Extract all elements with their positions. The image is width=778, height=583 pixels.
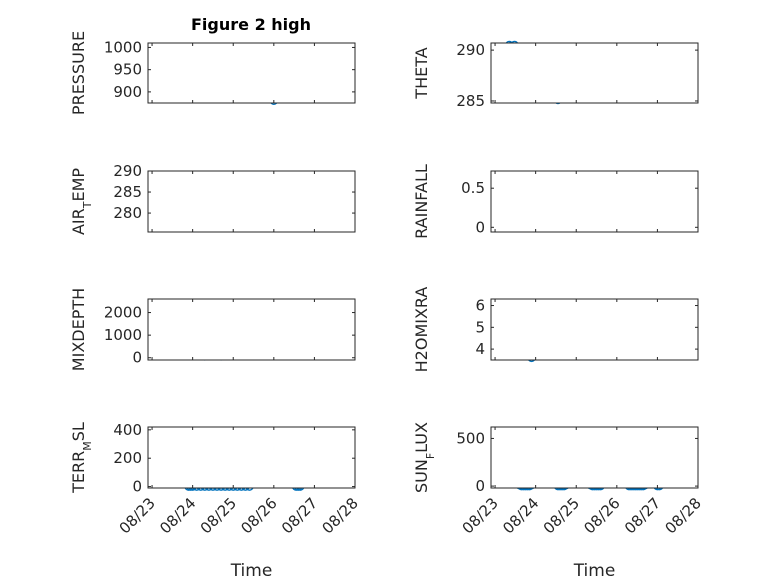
x-axis-label: Time <box>230 561 273 581</box>
axes-box <box>147 298 356 361</box>
y-tick-label: 500 <box>456 429 485 447</box>
y-tick-label: 285 <box>456 92 485 110</box>
y-tick-label: 900 <box>113 83 142 101</box>
y-tick-label: 400 <box>113 421 142 439</box>
y-tick-label: 0 <box>132 478 142 496</box>
figure-title: Figure 2 high <box>191 15 311 34</box>
subplot-h2omixra: 4 5 6 H2OMIXRA <box>412 287 699 373</box>
y-axis-label: THETA <box>412 47 431 99</box>
y-axis-label: MIXDEPTH <box>69 288 88 371</box>
y-tick-label: 0 <box>475 477 485 495</box>
y-tick-label: 290 <box>456 41 485 59</box>
subplot-pressure: 900 950 1000 PRESSURE <box>69 31 356 115</box>
y-tick-label: 2000 <box>104 304 142 322</box>
y-tick-label: 4 <box>475 340 485 358</box>
subplot-air-temp: 280 285 290 AIRTEMP <box>69 162 356 235</box>
axes-box <box>147 42 356 104</box>
y-tick-label: 290 <box>113 162 142 180</box>
y-tick-label: 0.5 <box>461 179 485 197</box>
y-axis-label: TERRMSL <box>69 422 94 494</box>
subplot-theta: 285 290 THETA <box>412 40 699 110</box>
axes-box <box>490 426 699 489</box>
y-tick-label: 200 <box>113 449 142 467</box>
y-tick-label: 6 <box>475 297 485 315</box>
axes-box <box>490 42 699 104</box>
y-axis-label: SUNFLUX <box>412 422 437 493</box>
y-axis-label: AIRTEMP <box>69 168 94 235</box>
y-tick-label: 1000 <box>104 326 142 344</box>
y-tick-label: 285 <box>113 183 142 201</box>
y-tick-label: 1000 <box>104 38 142 56</box>
y-tick-label: 0 <box>475 218 485 236</box>
axes-box <box>490 298 699 361</box>
axes-box <box>490 170 699 233</box>
y-tick-label: 0 <box>132 349 142 367</box>
axes-box <box>147 426 356 489</box>
subplot-mixdepth: 0 1000 2000 MIXDEPTH <box>69 288 356 371</box>
y-tick-label: 5 <box>475 318 485 336</box>
x-axis-label: Time <box>573 561 616 581</box>
axes-box <box>147 170 356 233</box>
y-tick-label: 280 <box>113 204 142 222</box>
subplot-rainfall: 0 0.5 RAINFALL <box>412 164 699 239</box>
y-axis-label: RAINFALL <box>412 164 431 239</box>
y-axis-label: H2OMIXRA <box>412 287 431 373</box>
y-axis-label: PRESSURE <box>69 31 88 115</box>
y-tick-label: 950 <box>113 61 142 79</box>
subplot-terr-msl: 020040008/2308/2408/2508/2608/2708/28Tim… <box>69 421 362 581</box>
